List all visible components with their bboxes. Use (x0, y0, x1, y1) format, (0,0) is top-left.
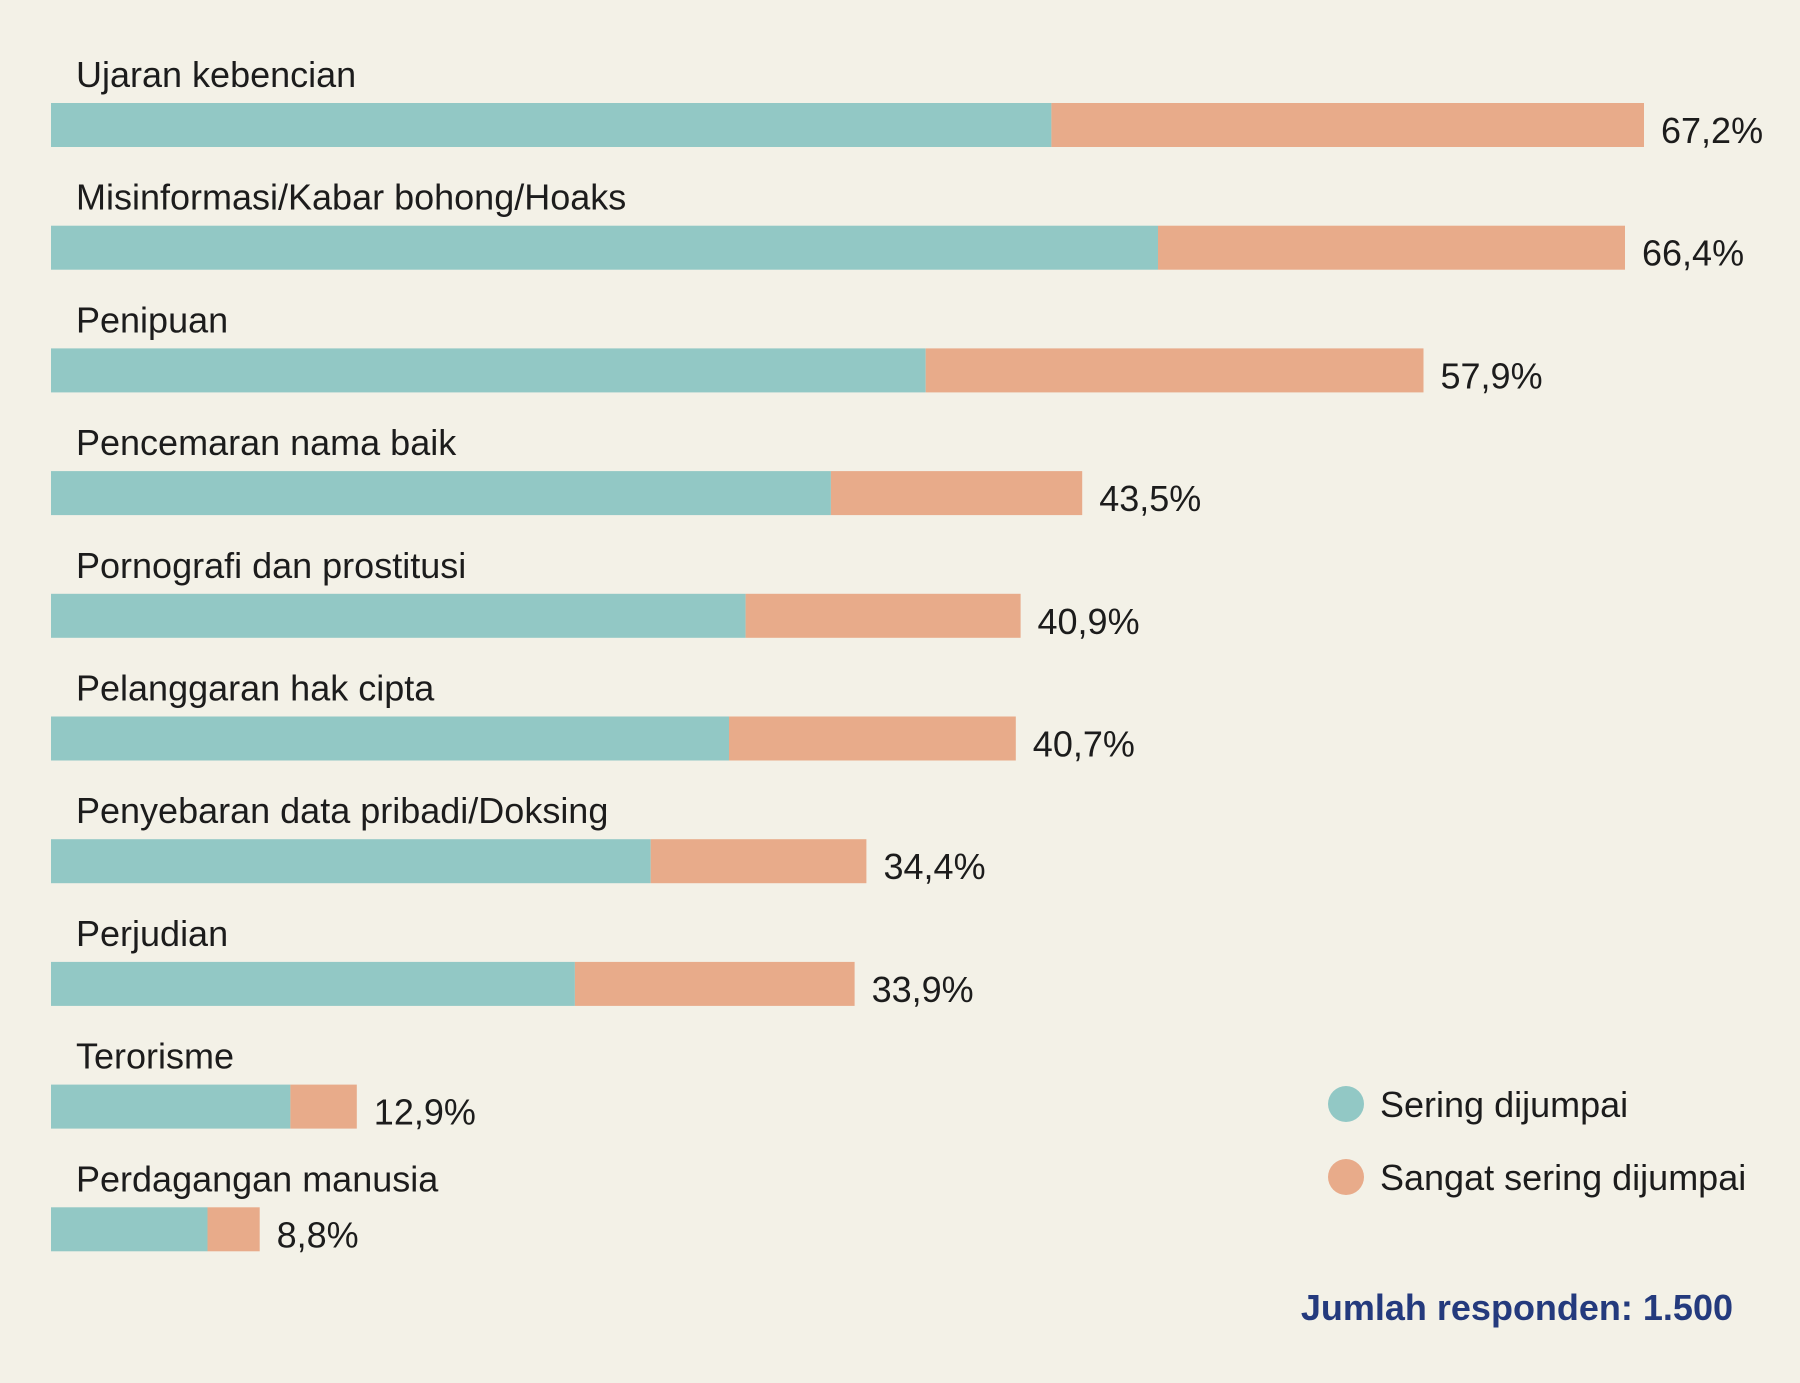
bar-segment-sering (51, 471, 831, 516)
total-value-label: 33,9% (872, 969, 974, 1010)
bar-segment-sering (51, 225, 1158, 270)
total-value-label: 40,9% (1038, 601, 1140, 642)
bar-segment-sangat-sering (729, 716, 1016, 761)
category-label: Misinformasi/Kabar bohong/Hoaks (76, 177, 626, 218)
legend: Sering dijumpai Sangat sering dijumpai (1328, 1084, 1746, 1198)
category-label: Perjudian (76, 913, 228, 954)
legend-label-sering: Sering dijumpai (1380, 1084, 1628, 1125)
bar-segment-sangat-sering (1158, 225, 1625, 270)
category-label: Perdagangan manusia (76, 1158, 439, 1199)
bar-segment-sering (51, 593, 746, 638)
bar-segment-sering (51, 1084, 291, 1129)
bar-segment-sering (51, 348, 926, 393)
bar-segment-sering (51, 716, 729, 761)
bar-segment-sering (51, 961, 575, 1006)
category-label: Pornografi dan prostitusi (76, 545, 466, 586)
total-value-label: 34,4% (884, 846, 986, 887)
bar-segment-sangat-sering (830, 471, 1083, 516)
respondent-count-note: Jumlah responden: 1.500 (1301, 1287, 1733, 1328)
bars-group: Ujaran kebencian 67,2% Misinformasi/Kabar … (51, 54, 1763, 1255)
bar-segment-sangat-sering (290, 1084, 357, 1129)
total-value-label: 57,9% (1441, 355, 1543, 396)
total-value-label: 67,2% (1661, 110, 1763, 151)
legend-label-sangat-sering: Sangat sering dijumpai (1380, 1157, 1746, 1198)
category-label: Ujaran kebencian (76, 54, 356, 95)
category-label: Penipuan (76, 299, 228, 340)
total-value-label: 66,4% (1642, 233, 1744, 274)
bar-segment-sering (51, 103, 1052, 147)
bar-segment-sangat-sering (745, 593, 1021, 638)
total-value-label: 8,8% (277, 1214, 359, 1255)
bar-segment-sangat-sering (1051, 103, 1644, 147)
category-label: Pelanggaran hak cipta (76, 668, 435, 709)
bar-segment-sangat-sering (574, 961, 855, 1006)
bar-segment-sangat-sering (207, 1207, 260, 1252)
category-label: Pencemaran nama baik (76, 422, 457, 463)
total-value-label: 40,7% (1033, 724, 1135, 765)
category-label: Penyebaran data pribadi/Doksing (76, 790, 608, 831)
bar-segment-sangat-sering (925, 348, 1424, 393)
category-label: Terorisme (76, 1036, 234, 1077)
legend-swatch-sering (1328, 1086, 1364, 1122)
bar-segment-sering (51, 1207, 208, 1252)
bar-segment-sangat-sering (650, 839, 867, 884)
bar-segment-sering (51, 839, 651, 884)
total-value-label: 12,9% (374, 1092, 476, 1133)
total-value-label: 43,5% (1099, 478, 1201, 519)
legend-swatch-sangat-sering (1328, 1159, 1364, 1195)
